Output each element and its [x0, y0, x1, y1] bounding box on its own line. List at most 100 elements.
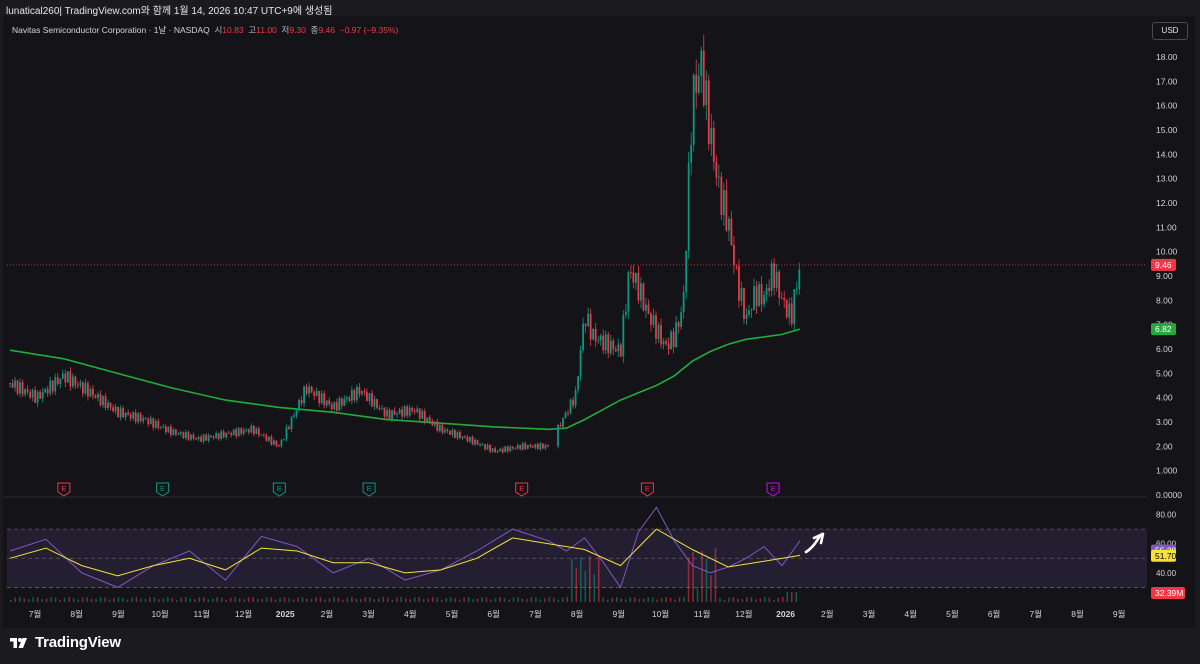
- candle-body: [315, 391, 318, 396]
- volume-bar: [472, 598, 474, 602]
- volume-bar: [665, 597, 667, 602]
- candle-body: [99, 394, 102, 406]
- candle-body: [388, 409, 391, 419]
- volume-bar: [571, 559, 573, 602]
- candle-body: [220, 431, 223, 439]
- volume-bar: [449, 597, 452, 602]
- time-tick-label: 8월: [571, 609, 584, 619]
- candle-body: [84, 383, 87, 394]
- volume-bar: [692, 551, 694, 602]
- volume-bar: [86, 597, 88, 602]
- time-tick-label: 8월: [1071, 609, 1084, 619]
- volume-bar: [207, 599, 209, 602]
- candle-body: [582, 323, 585, 351]
- volume-bar: [270, 597, 272, 602]
- volume-bar: [77, 599, 79, 602]
- earnings-marker-label: E: [277, 484, 282, 493]
- symbol-name: Navitas Semiconductor Corporation · 1날 ·…: [12, 25, 210, 35]
- time-tick-label: 6월: [487, 609, 500, 619]
- currency-button[interactable]: USD: [1152, 22, 1188, 40]
- candle-body: [597, 340, 600, 342]
- candle-body: [695, 74, 698, 93]
- volume-bar: [324, 599, 326, 602]
- candle-body: [496, 451, 499, 453]
- candle-body: [295, 410, 298, 416]
- volume-bar: [746, 597, 748, 602]
- candle-body: [147, 418, 150, 425]
- candle-body: [421, 411, 424, 419]
- volume-bar: [185, 597, 187, 602]
- volume-bar: [274, 599, 277, 602]
- candle-body: [504, 446, 507, 453]
- rsi-ma-value-tag: 51.70: [1151, 549, 1177, 562]
- candle-body: [748, 310, 750, 315]
- candle-body: [697, 76, 700, 93]
- volume-bar: [750, 597, 753, 602]
- price-tick-label: 4.00: [1156, 393, 1173, 403]
- candle-body: [51, 380, 54, 392]
- candle-body: [393, 410, 396, 415]
- time-tick-label: 12월: [735, 609, 752, 619]
- low-label: 저: [281, 25, 290, 35]
- low-value: 9.30: [289, 25, 306, 35]
- price-tick-label: 9.00: [1156, 271, 1173, 281]
- volume-bar: [355, 598, 358, 602]
- volume-bar: [737, 598, 739, 602]
- volume-value-tag: 32.39M: [1151, 587, 1185, 599]
- candle-body: [273, 440, 275, 445]
- volume-bar: [256, 598, 259, 602]
- volume-bar: [45, 598, 48, 602]
- earnings-marker: [766, 482, 780, 497]
- candle-body: [403, 406, 406, 417]
- candle-body: [19, 382, 21, 394]
- candle-body: [371, 393, 373, 407]
- candle-body: [350, 390, 353, 401]
- volume-bar: [333, 597, 335, 602]
- candle-body: [619, 344, 622, 357]
- candle-body: [250, 425, 253, 433]
- price-tick-label: 12.00: [1156, 198, 1178, 208]
- earnings-marker-label: E: [519, 484, 524, 493]
- candle-body: [411, 407, 414, 411]
- volume-bar: [624, 599, 627, 602]
- candle-body: [466, 436, 469, 442]
- candle-body: [162, 426, 165, 428]
- volume-bar: [113, 598, 115, 602]
- time-tick-label: 9월: [1113, 609, 1126, 619]
- time-tick-label: 5월: [446, 609, 459, 619]
- volume-bar: [180, 597, 183, 602]
- candle-body: [383, 407, 386, 417]
- candle-body: [733, 244, 735, 266]
- volume-bar: [14, 597, 16, 602]
- volume-bar: [292, 599, 295, 602]
- time-tick-label: 7월: [1030, 609, 1043, 619]
- price-tick-label: 16.00: [1156, 101, 1178, 111]
- candle-body: [102, 396, 104, 406]
- volume-bar: [575, 567, 578, 602]
- volume-bar: [90, 598, 93, 602]
- candle-body: [790, 303, 793, 324]
- candle-body: [355, 387, 358, 401]
- volume-bar: [216, 597, 218, 602]
- candle-body: [667, 343, 670, 350]
- candle-body: [760, 284, 763, 305]
- volume-bar: [503, 597, 506, 602]
- candle-body: [778, 271, 781, 298]
- chart-frame[interactable]: [3, 16, 1195, 628]
- volume-bar: [490, 599, 492, 602]
- candle-body: [418, 408, 421, 419]
- time-tick-label: 10월: [151, 609, 168, 619]
- candle-body: [71, 376, 74, 387]
- volume-bar: [773, 599, 775, 602]
- candle-body: [728, 218, 730, 231]
- volume-bar: [405, 598, 407, 602]
- earnings-marker: [272, 482, 286, 497]
- time-tick-label: 7월: [29, 609, 42, 619]
- time-tick-label: 4월: [904, 609, 917, 619]
- candle-body: [536, 444, 539, 450]
- volume-bar: [378, 598, 380, 602]
- volume-bar: [589, 556, 591, 602]
- candle-body: [39, 391, 42, 399]
- volume-bar: [786, 592, 789, 602]
